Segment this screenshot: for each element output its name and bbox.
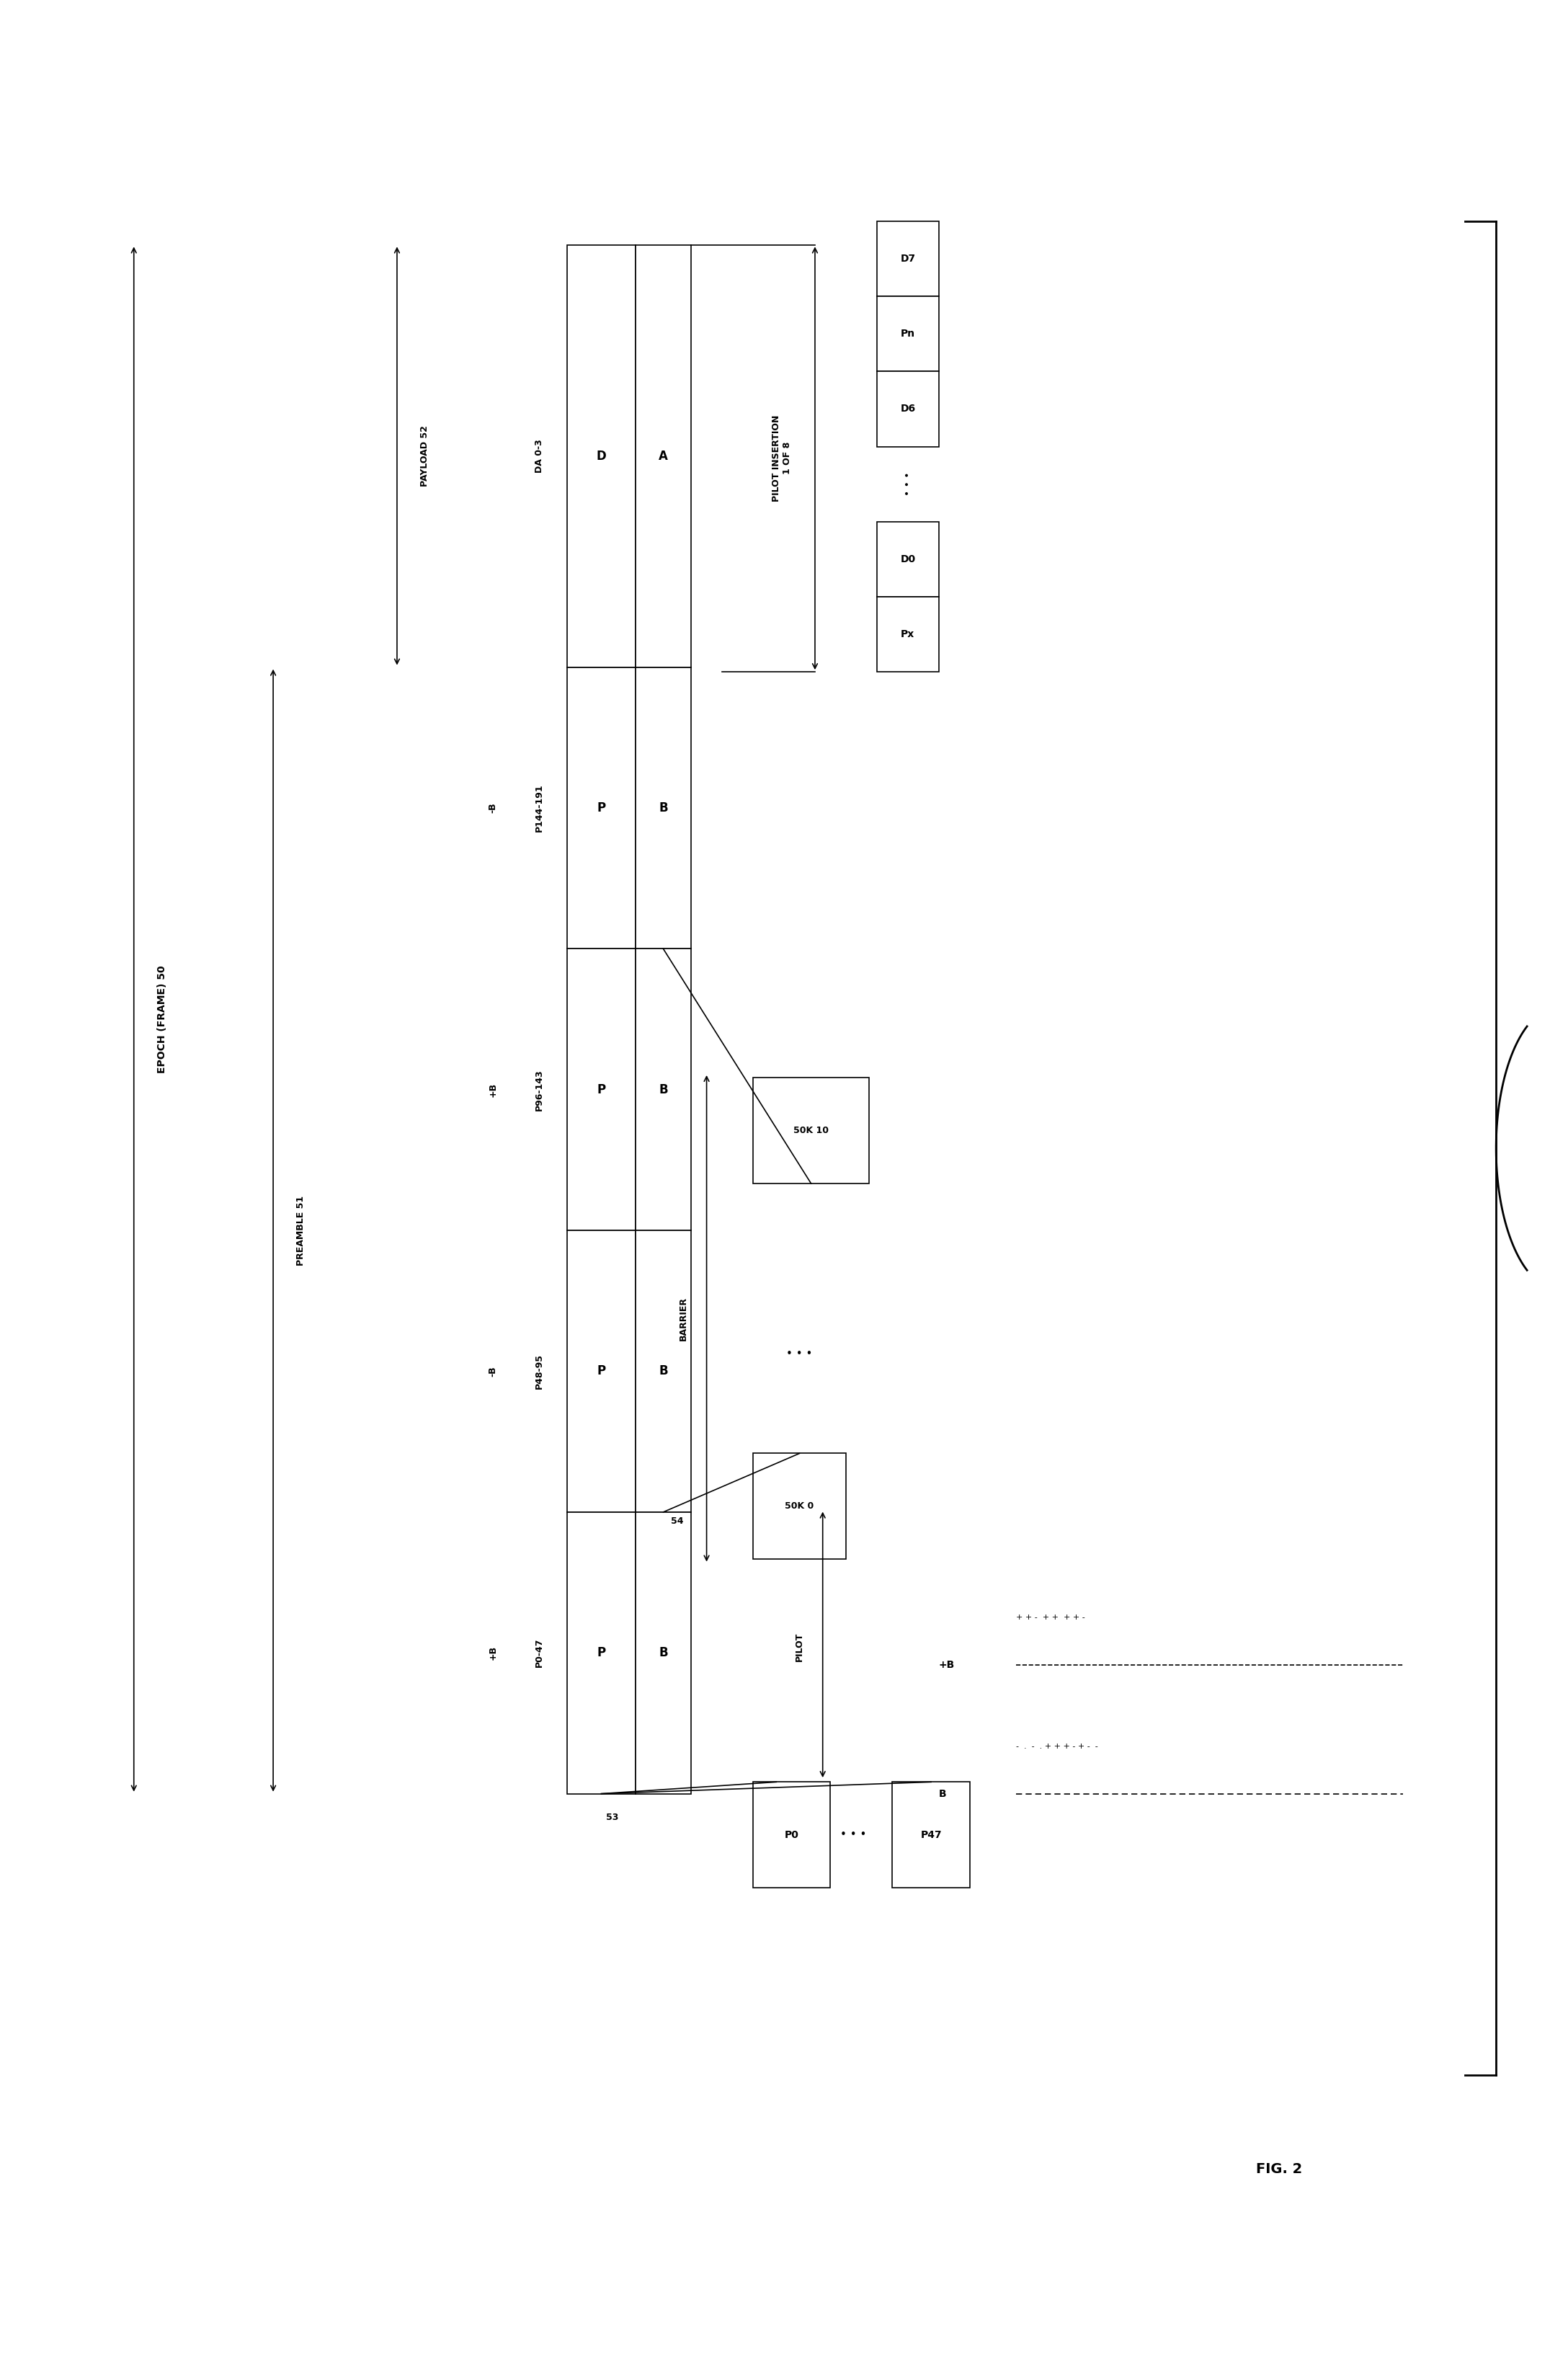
Text: B: B — [659, 802, 668, 814]
Bar — [635, 1513, 691, 1794]
Text: +B: +B — [488, 1082, 497, 1096]
Text: B: B — [939, 1789, 947, 1799]
Bar — [877, 220, 939, 296]
Text: D0: D0 — [900, 554, 916, 563]
Bar — [635, 244, 691, 667]
Bar — [753, 1077, 869, 1184]
Text: • • •: • • • — [787, 1349, 812, 1359]
Bar — [877, 596, 939, 672]
Bar — [877, 521, 939, 596]
Text: +B: +B — [488, 1645, 497, 1659]
Text: -B: -B — [488, 1366, 497, 1378]
Text: A: A — [659, 450, 668, 462]
Bar — [568, 1231, 635, 1513]
Bar — [892, 1782, 969, 1886]
Text: P: P — [597, 1084, 605, 1096]
Bar — [635, 667, 691, 949]
Bar — [635, 949, 691, 1231]
Text: • • •: • • • — [903, 471, 913, 497]
Bar — [753, 1782, 831, 1886]
Text: D7: D7 — [900, 253, 916, 263]
Bar — [568, 1513, 635, 1794]
Text: PAYLOAD 52: PAYLOAD 52 — [420, 426, 430, 488]
Text: BARRIER: BARRIER — [679, 1297, 688, 1340]
Bar — [877, 296, 939, 372]
Text: P0: P0 — [784, 1830, 800, 1839]
Text: D: D — [596, 450, 607, 462]
Text: +B: +B — [939, 1659, 955, 1669]
Bar — [877, 372, 939, 447]
Bar — [753, 1453, 845, 1560]
Text: D6: D6 — [900, 405, 916, 414]
Text: 50K 10: 50K 10 — [793, 1127, 829, 1136]
Text: B: B — [659, 1366, 668, 1378]
Bar — [568, 244, 635, 667]
Text: -  .  -  . + + + - + -  -: - . - . + + + - + - - — [1016, 1742, 1098, 1749]
Text: P0-47: P0-47 — [535, 1638, 544, 1666]
Bar — [568, 949, 635, 1231]
Text: DA 0-3: DA 0-3 — [535, 440, 544, 473]
Text: • • •: • • • — [840, 1830, 867, 1839]
Text: B: B — [659, 1084, 668, 1096]
Text: P: P — [597, 802, 605, 814]
Text: -B: -B — [488, 802, 497, 814]
Text: FIG. 2: FIG. 2 — [1256, 2163, 1303, 2175]
Bar — [568, 667, 635, 949]
Text: PREAMBLE 51: PREAMBLE 51 — [296, 1195, 306, 1266]
Text: EPOCH (FRAME) 50: EPOCH (FRAME) 50 — [157, 966, 168, 1072]
Text: PILOT INSERTION
1 OF 8: PILOT INSERTION 1 OF 8 — [771, 414, 792, 502]
Text: P48-95: P48-95 — [535, 1354, 544, 1389]
Text: + + -  + +  + + -: + + - + + + + - — [1016, 1614, 1085, 1621]
Text: P: P — [597, 1647, 605, 1659]
Text: Pn: Pn — [900, 329, 916, 338]
Bar — [635, 1231, 691, 1513]
Text: P144-191: P144-191 — [535, 783, 544, 831]
Text: Px: Px — [902, 630, 914, 639]
Text: 54: 54 — [671, 1517, 684, 1527]
Text: P47: P47 — [920, 1830, 942, 1839]
Text: B: B — [659, 1647, 668, 1659]
Text: PILOT: PILOT — [795, 1633, 804, 1662]
Text: 53: 53 — [605, 1813, 618, 1823]
Text: P96-143: P96-143 — [535, 1070, 544, 1110]
Text: P: P — [597, 1366, 605, 1378]
Text: 50K 0: 50K 0 — [786, 1501, 814, 1510]
